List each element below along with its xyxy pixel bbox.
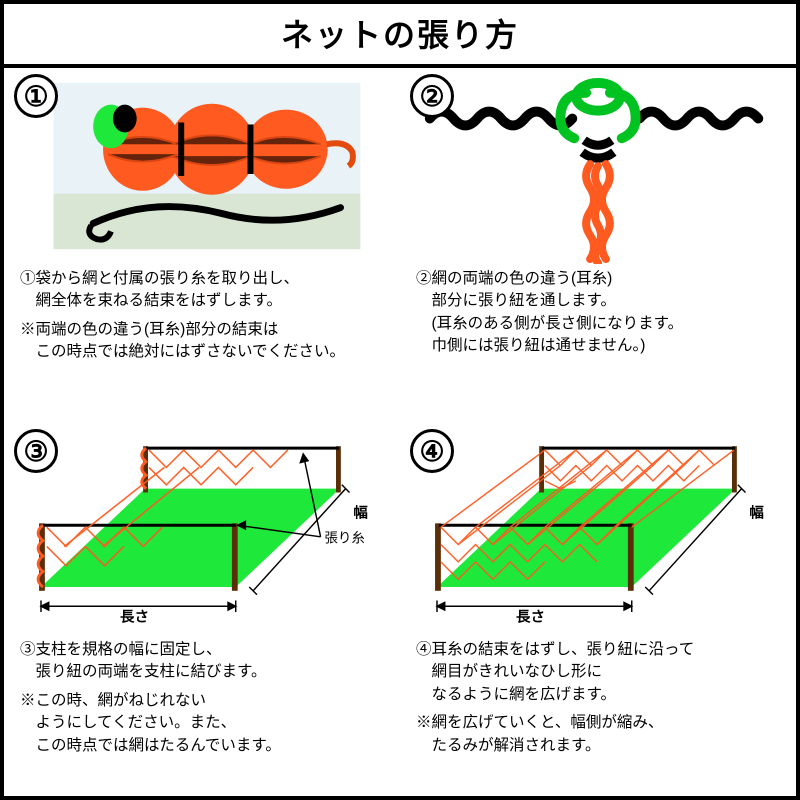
step-4: ④ — [400, 423, 796, 798]
step-3: ③ — [4, 423, 400, 798]
label-width-4: 幅 — [749, 504, 764, 522]
step-1-text2: ※両端の色の違う(耳糸)部分の結束は この時点では絶対にはずさないでください。 — [20, 319, 384, 364]
step-4-text1: ④耳糸の結束をはずし、張り紐に沿って 網目がきれいなひし形に なるように網を広げ… — [416, 639, 780, 706]
step-2-text1: ②網の両端の色の違う(耳糸) 部分に張り紐を通します。 (耳糸のある側が長さ側に… — [416, 268, 780, 358]
step-1-text1: ①袋から網と付属の張り糸を取り出し、 網全体を束ねる結束をはずします。 — [20, 268, 384, 313]
instruction-sheet: ネットの張り方 ① — [0, 0, 800, 800]
step-2-caption: ②網の両端の色の違う(耳糸) 部分に張り紐を通します。 (耳糸のある側が長さ側に… — [410, 264, 786, 358]
step-2: ② — [400, 68, 796, 423]
step-badge-2: ② — [410, 74, 454, 118]
label-length: 長さ — [120, 609, 149, 626]
step-4-illustration: 幅 長さ — [410, 429, 786, 635]
steps-grid: ① — [4, 68, 796, 798]
step-1-illustration — [14, 74, 390, 264]
step-1-caption: ①袋から網と付属の張り糸を取り出し、 網全体を束ねる結束をはずします。 ※両端の… — [14, 264, 390, 364]
title-bar: ネットの張り方 — [4, 4, 796, 68]
step-3-illustration: 張り糸 幅 長さ — [14, 429, 390, 635]
label-width: 幅 — [353, 504, 368, 522]
step-1: ① — [4, 68, 400, 423]
step-badge-1: ① — [14, 74, 58, 118]
step-badge-3: ③ — [14, 429, 58, 473]
step-4-text2: ※網を広げていくと、幅側が縮み、 たるみが解消されます。 — [416, 712, 780, 757]
label-cord: 張り糸 — [324, 531, 364, 546]
step-4-caption: ④耳糸の結束をはずし、張り紐に沿って 網目がきれいなひし形に なるように網を広げ… — [410, 635, 786, 757]
step-2-illustration — [410, 74, 786, 264]
page-title: ネットの張り方 — [281, 17, 519, 53]
step-badge-4: ④ — [410, 429, 454, 473]
step-3-text2: ※この時、網がねじれない ようにしてください。また、 この時点では網はたるんでい… — [20, 690, 384, 757]
label-length-4: 長さ — [516, 609, 545, 626]
step-3-caption: ③支柱を規格の幅に固定し、 張り紐の両端を支柱に結びます。 ※この時、網がねじれ… — [14, 635, 390, 757]
step-3-text1: ③支柱を規格の幅に固定し、 張り紐の両端を支柱に結びます。 — [20, 639, 384, 684]
